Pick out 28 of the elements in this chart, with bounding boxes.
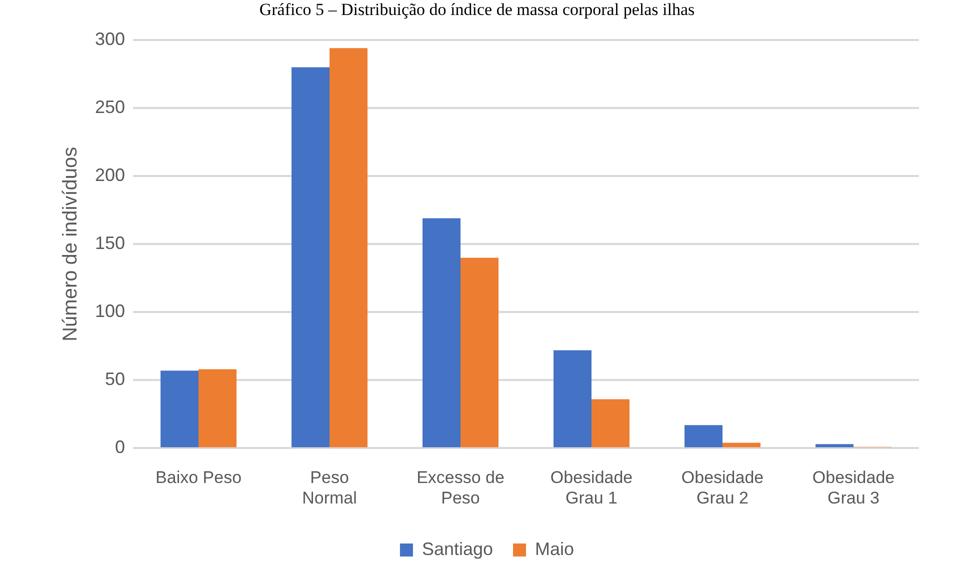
bar bbox=[554, 350, 592, 448]
x-tick-label: Obesidade Grau 1 bbox=[550, 468, 633, 508]
bar bbox=[460, 258, 499, 448]
legend-label: Santiago bbox=[422, 538, 494, 559]
x-tick-label: Baixo Peso bbox=[156, 468, 242, 488]
y-tick-label: 100 bbox=[94, 301, 126, 322]
bar bbox=[292, 67, 330, 448]
y-tick-label: 0 bbox=[115, 437, 126, 458]
y-tick-label: 50 bbox=[105, 369, 126, 390]
chart-title: Gráfico 5 – Distribuição do índice de massa corporal pelas ilhas bbox=[258, 0, 696, 20]
y-tick-label: 150 bbox=[94, 233, 126, 254]
x-tick-label: Peso Normal bbox=[302, 468, 357, 508]
y-tick-label: 250 bbox=[94, 97, 126, 117]
y-tick-label: 200 bbox=[94, 165, 126, 186]
x-tick-label: Obesidade Grau 3 bbox=[812, 468, 895, 508]
x-tick-label: Obesidade Grau 2 bbox=[681, 468, 764, 508]
bar bbox=[198, 369, 237, 448]
x-tick-label: Excesso de Peso bbox=[416, 468, 504, 508]
bar bbox=[330, 48, 368, 448]
y-axis-title: Número de indivíduos bbox=[60, 146, 82, 342]
y-tick-label: 300 bbox=[94, 28, 126, 49]
bar bbox=[722, 442, 760, 448]
bar bbox=[422, 218, 461, 448]
legend-label: Maio bbox=[535, 538, 574, 559]
bar bbox=[684, 425, 723, 448]
bar bbox=[160, 370, 199, 448]
bar bbox=[592, 399, 630, 448]
bar bbox=[816, 444, 854, 448]
